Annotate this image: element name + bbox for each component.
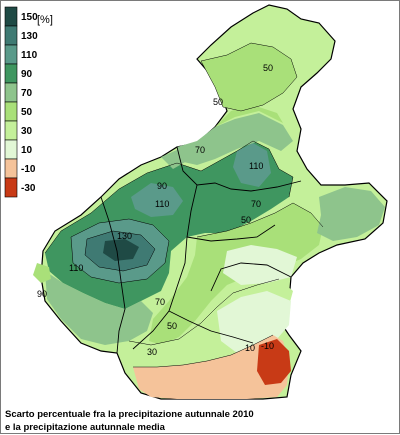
isoline-label: 50 — [167, 321, 177, 331]
legend-label: 150 — [21, 12, 38, 23]
anomaly-zones — [33, 43, 385, 399]
legend-swatch — [4, 6, 18, 27]
legend-swatch — [4, 44, 18, 65]
map-caption: Scarto percentuale fra la precipitazione… — [5, 408, 254, 434]
isoline-label: 90 — [37, 289, 47, 299]
isoline-label: 50 — [213, 97, 223, 107]
isoline-label: 50 — [241, 215, 251, 225]
legend-swatch — [4, 139, 18, 160]
legend-label: 110 — [21, 50, 38, 61]
legend-swatch — [4, 177, 18, 198]
isoline-label: 70 — [155, 297, 165, 307]
isolines — [44, 42, 324, 368]
legend: 150 130 110 90 70 50 30 10 -10 -30 — [4, 6, 38, 198]
isoline-label: 30 — [147, 347, 157, 357]
legend-label: 130 — [21, 31, 38, 42]
legend-unit-label: [%] — [37, 14, 53, 26]
isoline-label: 70 — [251, 199, 261, 209]
isoline-label: 50 — [263, 63, 273, 73]
legend-label: 50 — [21, 107, 33, 118]
isoline-label: 90 — [157, 181, 167, 191]
legend-swatch — [4, 63, 18, 84]
province-borders — [100, 146, 302, 354]
isoline-label: 110 — [155, 199, 169, 209]
isoline-label: -10 — [261, 341, 274, 351]
caption-line-1: Scarto percentuale fra la precipitazione… — [5, 409, 254, 420]
legend-label: 90 — [21, 69, 33, 80]
isoline-label: 70 — [195, 145, 205, 155]
isoline-label: 10 — [245, 343, 255, 353]
legend-swatch — [4, 25, 18, 46]
legend-label: 30 — [21, 126, 33, 137]
legend-swatch — [4, 158, 18, 179]
isoline-labels: 50 50 70 110 90 110 70 50 130 110 90 70 … — [37, 63, 274, 357]
legend-label: 70 — [21, 88, 33, 99]
legend-swatch — [4, 101, 18, 122]
isoline-label: 130 — [117, 231, 132, 241]
caption-line-2: e la precipitazione autunnale media — [5, 422, 165, 433]
legend-swatch — [4, 82, 18, 103]
legend-label: -10 — [21, 164, 36, 175]
legend-swatch — [4, 120, 18, 141]
legend-label: 10 — [21, 145, 33, 156]
isoline-label: 110 — [249, 161, 263, 171]
isoline-label: 110 — [69, 263, 83, 273]
legend-label: -30 — [21, 183, 36, 194]
